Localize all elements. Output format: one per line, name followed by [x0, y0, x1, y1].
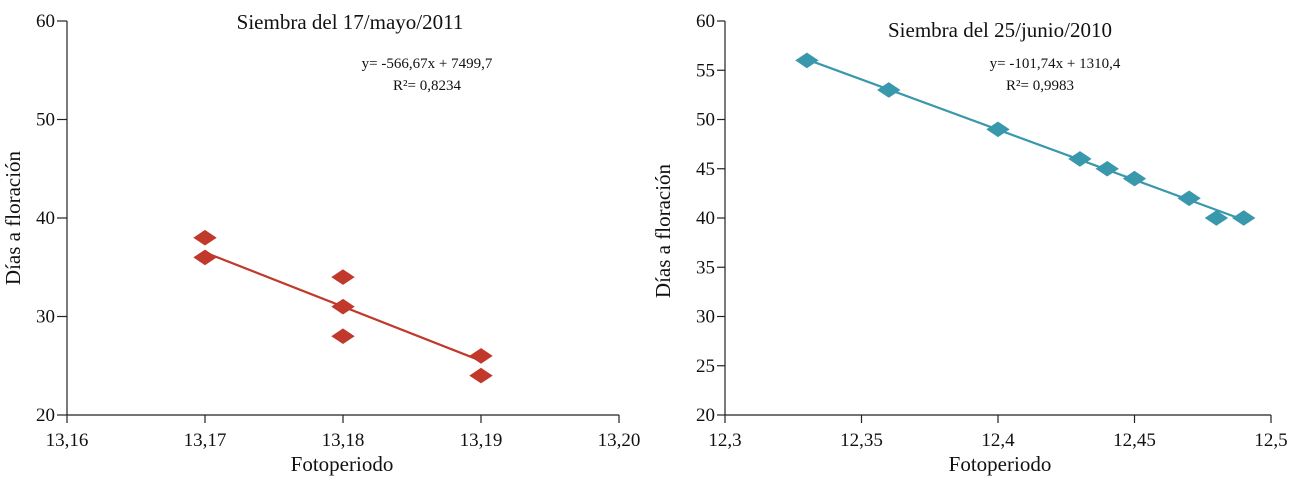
x-tick-label: 13,18: [322, 430, 365, 451]
x-tick-label: 13,19: [460, 430, 503, 451]
data-point: [469, 348, 493, 364]
x-tick-label: 13,16: [46, 430, 89, 451]
chart-title: Siembra del 17/mayo/2011: [237, 10, 464, 34]
x-tick-label: 13,17: [184, 430, 227, 451]
y-tick-label: 35: [696, 257, 715, 278]
y-tick-label: 50: [696, 110, 715, 131]
regression-equation: y= -566,67x + 7499,7: [362, 56, 493, 72]
y-tick-label: 50: [36, 110, 55, 131]
data-point: [1122, 170, 1147, 187]
regression-equation: y= -101,74x + 1310,4: [990, 56, 1121, 72]
y-tick-label: 25: [696, 356, 715, 377]
y-tick-label: 45: [696, 159, 715, 180]
x-tick-label: 12,4: [981, 430, 1015, 451]
r-squared-label: R²= 0,8234: [393, 78, 461, 94]
y-tick-label: 60: [36, 11, 55, 32]
x-axis-label: Fotoperiodo: [291, 452, 394, 476]
y-tick-label: 30: [696, 307, 715, 328]
x-tick-label: 12,45: [1113, 430, 1156, 451]
data-point: [331, 328, 355, 345]
data-point: [469, 367, 493, 384]
y-axis-label: Días a floración: [1, 150, 25, 285]
y-tick-label: 20: [696, 405, 715, 426]
y-tick-label: 30: [36, 307, 55, 328]
x-tick-label: 13,20: [598, 430, 641, 451]
y-tick-label: 40: [696, 208, 715, 229]
data-point: [1177, 190, 1201, 207]
y-tick-label: 40: [36, 208, 55, 229]
data-point: [986, 121, 1010, 138]
chart-right: Siembra del 25/junio/2010 y= -101,74x + …: [651, 11, 1288, 476]
data-point: [331, 269, 355, 285]
data-point: [1204, 210, 1229, 226]
data-point: [331, 298, 355, 315]
y-tick-label: 60: [696, 11, 715, 32]
trend-line: [806, 58, 1245, 222]
y-tick-label: 20: [36, 405, 55, 426]
x-axis-label: Fotoperiodo: [949, 452, 1052, 476]
r-squared-label: R²= 0,9983: [1006, 78, 1074, 94]
data-point: [193, 229, 217, 246]
data-point: [877, 82, 901, 98]
y-axis-label: Días a floración: [651, 163, 675, 298]
chart-left: Siembra del 17/mayo/2011 y= -566,67x + 7…: [1, 10, 640, 476]
x-tick-label: 12,5: [1254, 430, 1287, 451]
x-tick-label: 12,35: [840, 430, 883, 451]
data-point: [1231, 210, 1256, 226]
y-tick-label: 55: [696, 60, 715, 81]
x-tick-label: 12,3: [708, 430, 741, 451]
chart-title: Siembra del 25/junio/2010: [888, 18, 1112, 42]
data-point: [795, 52, 819, 69]
data-point: [193, 249, 217, 266]
data-point: [1095, 160, 1119, 177]
data-point: [1068, 151, 1092, 167]
